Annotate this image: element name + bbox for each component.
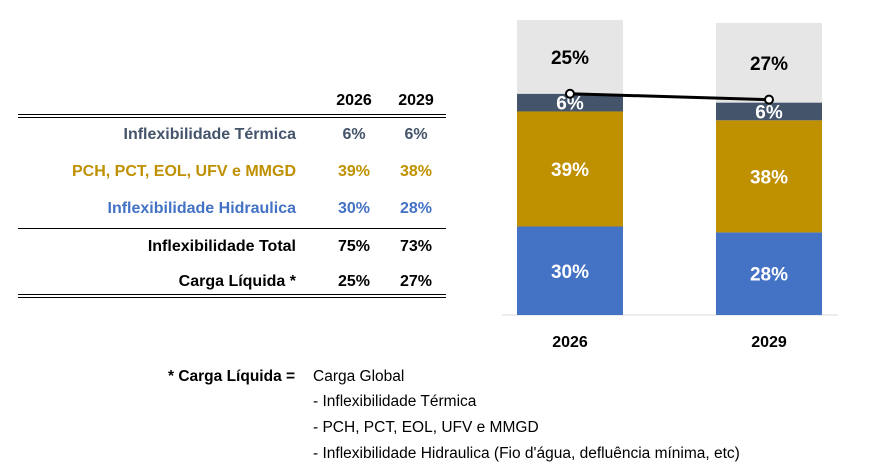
bar-data-label: 25% — [551, 48, 589, 69]
table-cell-2029: 73% — [399, 238, 433, 255]
note-term: * Carga Líquida = — [168, 368, 296, 385]
note-line: - PCH, PCT, EOL, UFV e MMGD — [313, 419, 539, 436]
table-row-label: Carga Líquida * — [178, 273, 296, 290]
table-top-rule — [18, 114, 446, 118]
table-row-pch: PCH, PCT, EOL, UFV e MMGD 39% 38% — [18, 163, 446, 187]
table-header-row: 2026 2029 — [18, 92, 446, 116]
table-bottom-rule — [18, 294, 446, 298]
bar-data-label: 27% — [750, 54, 788, 75]
table-cell-2029: 38% — [399, 163, 433, 180]
table-row-label: Inflexibilidade Térmica — [123, 126, 297, 143]
table-cell-2029: 28% — [399, 200, 433, 217]
table-row-carga-liquida: Carga Líquida * 25% 27% — [18, 273, 446, 297]
bar-data-label: 6% — [556, 94, 584, 115]
bar-data-label: 39% — [551, 160, 589, 181]
bar-segment-carga-liquida — [517, 20, 623, 94]
table-mid-rule — [18, 228, 446, 229]
table-row-label: Inflexibilidade Total — [147, 238, 296, 255]
total-line — [569, 92, 770, 102]
bar-data-label: 6% — [755, 102, 783, 123]
note-line: Carga Global — [313, 368, 405, 385]
bar-data-label: 30% — [551, 262, 589, 283]
bar-data-label: 38% — [750, 167, 788, 188]
bar-segment-inflex-hidraulica — [716, 232, 822, 315]
table-cell-2029: 6% — [404, 126, 428, 143]
table-cell-2026: 30% — [337, 200, 371, 217]
note-line: - Inflexibilidade Térmica — [313, 393, 477, 410]
bar-segment-inflex-termica — [517, 93, 623, 112]
table-row-label: Inflexibilidade Hidraulica — [107, 200, 297, 217]
table-cell-2026: 75% — [337, 238, 371, 255]
table-cell-2029: 27% — [399, 273, 433, 290]
table-cell-2026: 25% — [337, 273, 371, 290]
bar-data-label: 28% — [750, 265, 788, 286]
x-tick-label: 2029 — [751, 334, 787, 351]
table-cell-2026: 6% — [342, 126, 366, 143]
bar-segment-inflex-hidraulica — [517, 226, 623, 315]
total-line-marker — [565, 88, 575, 99]
stacked-bar-chart: 30% 39% 6% 25% 2026 28% 38% 6% 27% 2029 — [502, 20, 838, 351]
table-row-inflex-termica: Inflexibilidade Térmica 6% 6% — [18, 126, 446, 150]
table-year-header: 2026 — [336, 92, 372, 109]
total-line-marker — [764, 94, 774, 105]
bar-segment-carga-liquida — [716, 22, 822, 103]
bar-segment-pch — [716, 120, 822, 233]
bar-segment-pch — [517, 111, 623, 227]
table-row-inflex-hidraulica: Inflexibilidade Hidraulica 30% 28% — [18, 200, 446, 224]
table-cell-2026: 39% — [337, 163, 371, 180]
bar-segment-inflex-termica — [716, 102, 822, 121]
table-row-label: PCH, PCT, EOL, UFV e MMGD — [71, 163, 296, 180]
x-tick-label: 2026 — [552, 334, 588, 351]
table-year-header: 2029 — [398, 92, 434, 109]
table-row-inflex-total: Inflexibilidade Total 75% 73% — [18, 238, 446, 262]
note-line: - Inflexibilidade Hidraulica (Fio d'água… — [313, 445, 740, 462]
